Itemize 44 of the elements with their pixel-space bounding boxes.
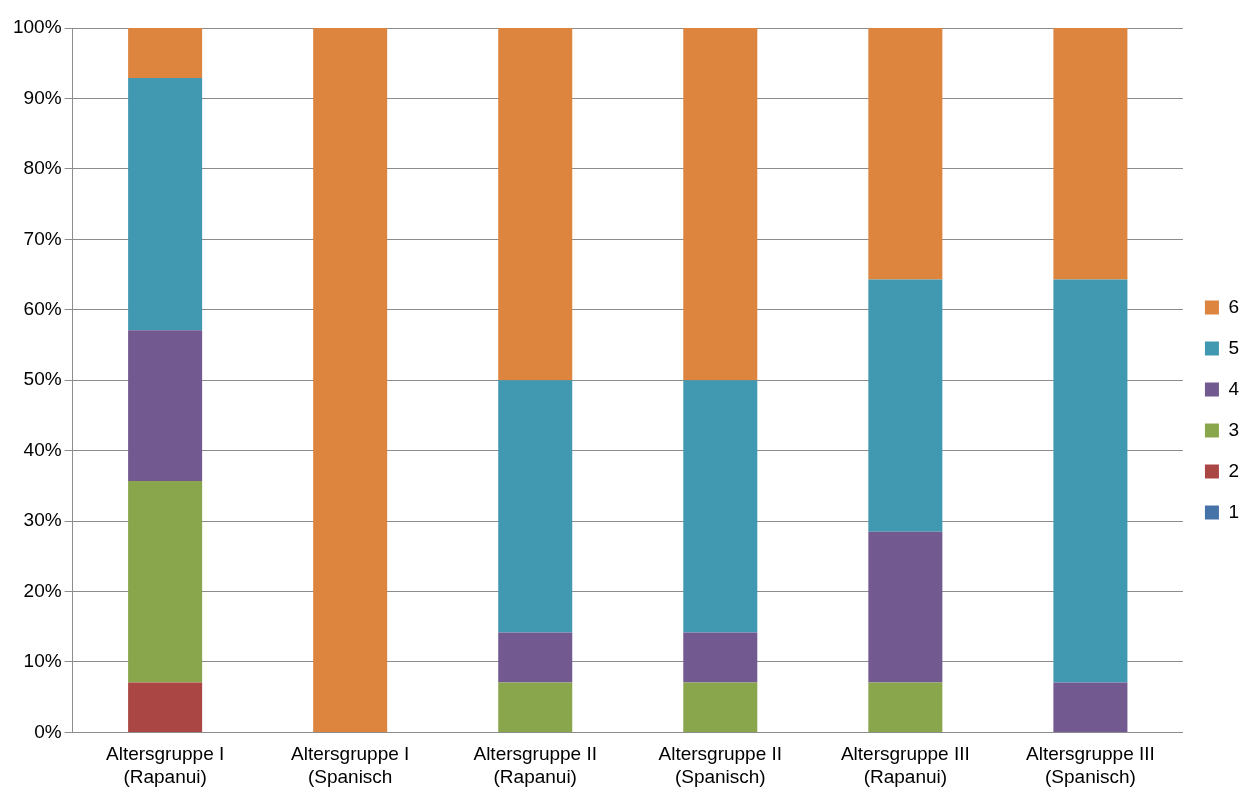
y-tick-label: 0% — [34, 720, 62, 742]
bar — [868, 279, 943, 532]
y-tick-label: 10% — [23, 650, 62, 672]
bar — [683, 632, 758, 683]
y-tick-label: 80% — [23, 157, 62, 179]
x-tick-label: Altersgruppe I (Rapanui) — [105, 743, 225, 787]
x-tick-label: Altersgruppe II (Spanisch) — [658, 743, 783, 787]
bar — [128, 682, 203, 732]
y-tick-label: 100% — [12, 16, 62, 38]
bar — [128, 28, 203, 79]
y-tick-label: 70% — [23, 227, 62, 249]
y-tick-label: 20% — [23, 579, 62, 601]
bar — [498, 28, 573, 381]
bar — [683, 380, 758, 633]
bar — [498, 682, 573, 732]
legend-label: 3 — [1228, 418, 1240, 440]
bar — [1053, 682, 1128, 732]
y-tick-label: 50% — [23, 368, 62, 390]
bar — [128, 330, 203, 481]
bar — [1053, 279, 1128, 683]
bar — [313, 28, 388, 732]
x-tick-label: Altersgruppe I (Spanisch — [291, 743, 410, 787]
bar — [498, 632, 573, 683]
bar — [683, 682, 758, 732]
bar — [868, 682, 943, 732]
bar — [128, 78, 203, 331]
y-tick-label: 60% — [23, 297, 62, 319]
legend-label: 4 — [1228, 377, 1240, 399]
legend-label: 2 — [1228, 459, 1240, 481]
bar — [868, 28, 943, 280]
y-tick-label: 40% — [23, 438, 62, 460]
bar — [128, 480, 203, 683]
legend-label: 1 — [1228, 500, 1240, 522]
y-tick-label: 90% — [23, 86, 62, 108]
legend-label: 5 — [1228, 336, 1240, 358]
bar — [868, 531, 943, 683]
x-tick-label: Altersgruppe II (Rapanui) — [473, 743, 598, 787]
x-tick-label: Altersgruppe III (Spanisch) — [1025, 743, 1155, 787]
x-tick-label: Altersgruppe III (Rapanui) — [840, 743, 970, 787]
bar — [683, 28, 758, 381]
bar — [498, 380, 573, 633]
bar — [1053, 28, 1128, 280]
y-tick-label: 30% — [23, 509, 62, 531]
legend-label: 6 — [1228, 295, 1240, 317]
